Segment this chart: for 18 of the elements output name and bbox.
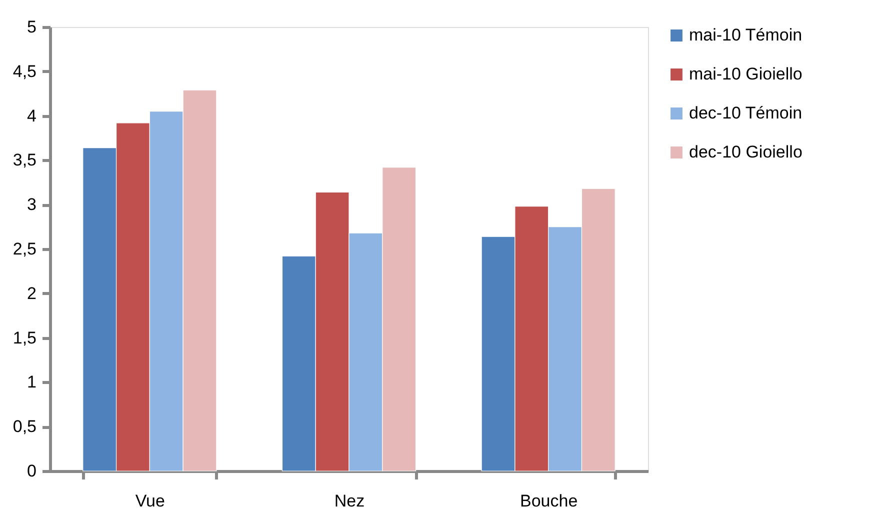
y-tick-label: 4 [27,106,36,126]
y-tick-label: 4,5 [12,62,36,81]
legend-label: dec-10 Gioiello [689,142,802,162]
y-tick-label: 1,5 [12,328,36,348]
y-tick-label: 0,5 [12,417,36,436]
x-tick-label: Nez [334,492,365,510]
legend-label: dec-10 Témoin [689,104,802,122]
y-tick-label: 2,5 [12,240,36,258]
y-tick-label: 1 [27,372,36,392]
y-tick-label: 3,5 [12,150,36,170]
y-tick-label: 0 [27,462,36,480]
x-tick-label: Bouche [520,492,578,510]
x-tick-label: Vue [135,492,165,510]
y-tick-label: 5 [27,18,36,36]
legend-label: mai-10 Témoin [689,26,802,44]
legend-label: mai-10 Gioiello [689,64,802,84]
y-tick-label: 2 [27,284,36,303]
y-tick-label: 3 [27,195,36,214]
